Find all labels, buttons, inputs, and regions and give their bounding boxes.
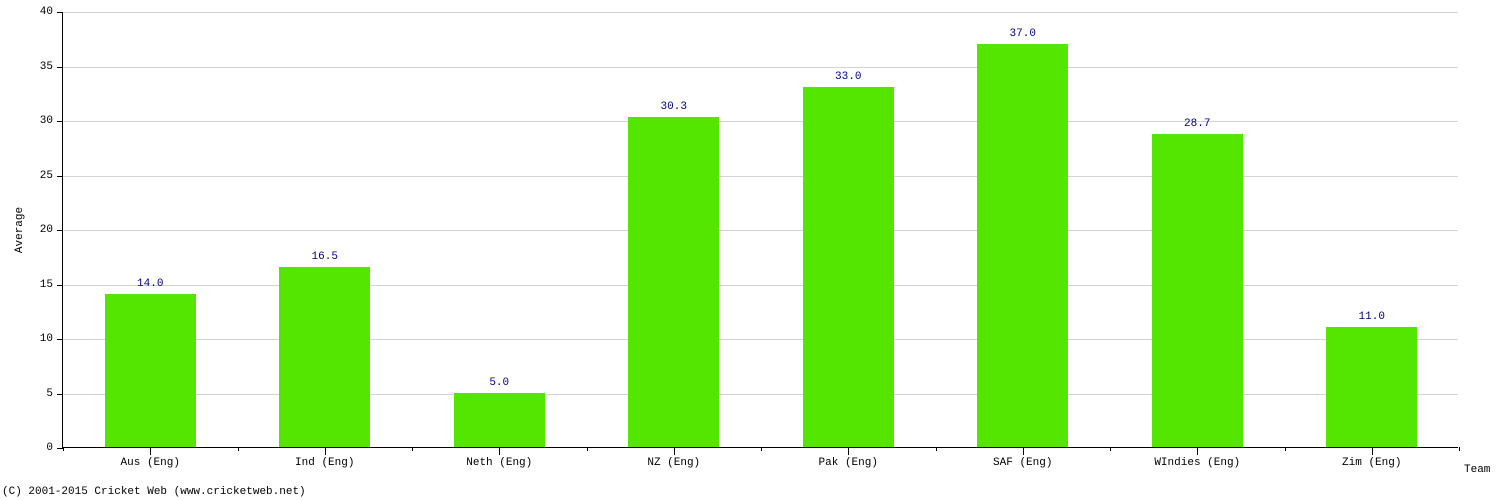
x-tick-label: SAF (Eng) <box>993 447 1052 469</box>
y-tick-label: 25 <box>40 170 63 182</box>
gridline <box>63 67 1458 68</box>
bar-value-label: 11.0 <box>1359 311 1385 327</box>
x-tick-label: Zim (Eng) <box>1342 447 1401 469</box>
bar-value-label: 5.0 <box>489 377 509 393</box>
gridline <box>63 285 1458 286</box>
x-tick-minor <box>1110 447 1111 451</box>
y-tick-label: 0 <box>46 442 63 454</box>
bar-value-label: 30.3 <box>661 101 687 117</box>
x-axis-title: Team <box>1464 464 1490 476</box>
y-tick-label: 35 <box>40 61 63 73</box>
y-tick-label: 30 <box>40 115 63 127</box>
bar: 14.0 <box>105 294 196 447</box>
bar-value-label: 28.7 <box>1184 118 1210 134</box>
x-tick-label: WIndies (Eng) <box>1154 447 1240 469</box>
gridline <box>63 121 1458 122</box>
x-tick-minor <box>587 447 588 451</box>
bar: 30.3 <box>628 117 719 447</box>
y-tick-label: 40 <box>40 6 63 18</box>
x-tick-minor <box>936 447 937 451</box>
bar-value-label: 14.0 <box>137 278 163 294</box>
x-tick-label: Neth (Eng) <box>466 447 532 469</box>
x-tick-minor <box>412 447 413 451</box>
x-tick-minor <box>1459 447 1460 451</box>
bar-value-label: 33.0 <box>835 71 861 87</box>
chart-container: 051015202530354014.0Aus (Eng)16.5Ind (En… <box>0 0 1500 500</box>
bar: 28.7 <box>1152 134 1243 447</box>
bar: 16.5 <box>279 267 370 447</box>
y-tick-label: 5 <box>46 388 63 400</box>
bar: 11.0 <box>1326 327 1417 447</box>
bar: 5.0 <box>454 393 545 448</box>
y-tick-label: 15 <box>40 279 63 291</box>
bar-value-label: 37.0 <box>1010 28 1036 44</box>
y-axis-title: Average <box>14 207 26 253</box>
x-tick-minor <box>761 447 762 451</box>
x-tick-minor <box>63 447 64 451</box>
x-tick-label: Pak (Eng) <box>819 447 878 469</box>
x-tick-minor <box>238 447 239 451</box>
x-tick-minor <box>1285 447 1286 451</box>
gridline <box>63 12 1458 13</box>
x-tick-label: Aus (Eng) <box>121 447 180 469</box>
gridline <box>63 394 1458 395</box>
gridline <box>63 176 1458 177</box>
y-tick-label: 20 <box>40 224 63 236</box>
copyright-text: (C) 2001-2015 Cricket Web (www.cricketwe… <box>2 486 306 498</box>
gridline <box>63 230 1458 231</box>
bar: 33.0 <box>803 87 894 447</box>
x-tick-label: NZ (Eng) <box>647 447 700 469</box>
gridline <box>63 339 1458 340</box>
bar-value-label: 16.5 <box>312 251 338 267</box>
bar: 37.0 <box>977 44 1068 447</box>
y-tick-label: 10 <box>40 333 63 345</box>
plot-area: 051015202530354014.0Aus (Eng)16.5Ind (En… <box>62 12 1458 448</box>
x-tick-label: Ind (Eng) <box>295 447 354 469</box>
